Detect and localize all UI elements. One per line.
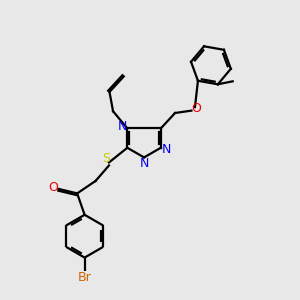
Text: O: O [191, 102, 201, 115]
Text: N: N [140, 157, 149, 170]
Text: S: S [103, 152, 111, 165]
Text: O: O [48, 181, 58, 194]
Text: Br: Br [78, 271, 92, 284]
Text: N: N [117, 121, 127, 134]
Text: N: N [162, 143, 171, 156]
